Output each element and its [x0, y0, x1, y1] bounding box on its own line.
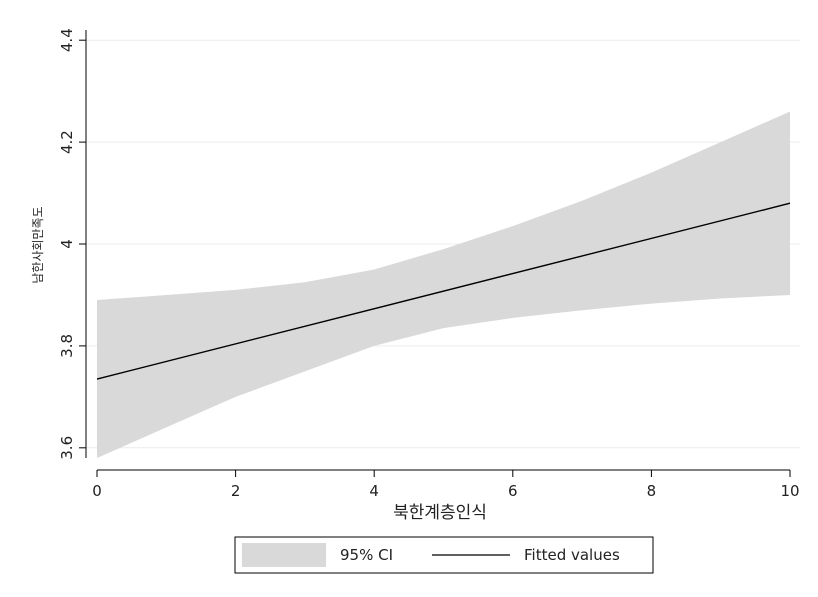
x-axis-title: 북한계층인식 [393, 503, 487, 523]
x-tick-label: 8 [647, 482, 657, 500]
legend-ci-swatch [242, 543, 326, 567]
y-tick-label: 4.2 [58, 130, 76, 154]
y-tick-label: 4 [58, 239, 76, 249]
x-tick-label: 6 [508, 482, 518, 500]
y-axis-ticks: 3.6 3.8 4 4.2 4.4 [58, 28, 86, 460]
fitted-line [96, 202, 791, 380]
x-tick-label: 0 [92, 482, 102, 500]
y-tick-label: 3.6 [58, 436, 76, 460]
y-axis-title: 남한사회만족도 [31, 206, 45, 283]
ci-band-layer [97, 111, 790, 459]
legend-ci-label: 95% CI [340, 546, 393, 564]
fitted-line-layer [96, 202, 791, 380]
legend: 95% CI Fitted values [234, 536, 654, 574]
ci-band [97, 111, 790, 459]
x-tick-label: 2 [231, 482, 241, 500]
x-axis-ticks: 0 2 4 6 8 10 [92, 470, 800, 500]
y-tick-label: 3.8 [58, 334, 76, 358]
x-tick-label: 10 [780, 482, 799, 500]
legend-fitted-label: Fitted values [524, 546, 620, 564]
x-tick-label: 4 [369, 482, 379, 500]
y-tick-label: 4.4 [58, 28, 76, 52]
